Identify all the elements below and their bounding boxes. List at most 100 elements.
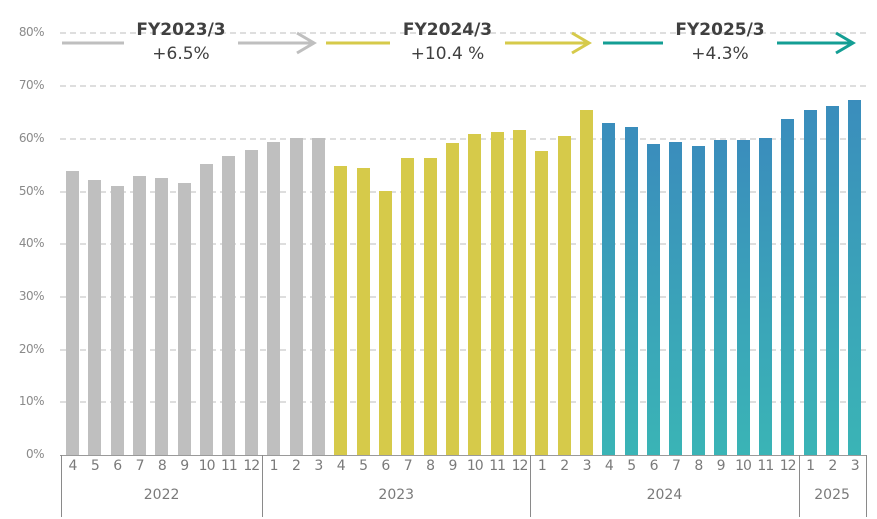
bar-2022-9: [177, 182, 191, 455]
bar-2023-7: [401, 157, 415, 455]
bar-2025-1: [803, 109, 817, 455]
fy2024-change: +10.4 %: [410, 44, 485, 64]
month-label: 6: [113, 458, 122, 474]
y-tick-label: 60%: [18, 130, 45, 145]
month-label: 12: [243, 458, 260, 474]
bar-2025-2: [825, 106, 839, 455]
year-separator: [262, 455, 264, 517]
month-label: 9: [448, 458, 457, 474]
fy2024-label: FY2024/3: [402, 20, 493, 40]
month-label: 7: [135, 458, 145, 474]
bar-2024-3: [580, 109, 594, 455]
bar-2024-7: [669, 141, 683, 455]
bar-2022-8: [155, 178, 169, 455]
fy-arrows: [62, 31, 856, 55]
bar-2024-8: [691, 146, 705, 455]
y-tick-label: 20%: [18, 341, 45, 356]
month-label: 6: [381, 458, 390, 474]
bar-2023-2: [289, 137, 303, 455]
bar-2022-4: [66, 171, 79, 455]
month-label: 11: [757, 458, 774, 474]
bar-2023-9: [445, 143, 459, 455]
fy2025-arrow-icon: [603, 31, 856, 55]
bar-2023-12: [513, 129, 526, 455]
month-label: 12: [511, 458, 529, 474]
fy2025-label: FY2025/3: [675, 20, 765, 40]
month-label: 5: [90, 458, 100, 474]
bar-2024-10: [736, 139, 750, 455]
fy2023-change: +6.5%: [152, 44, 210, 64]
bar-2023-3: [311, 137, 325, 455]
month-label: 6: [649, 458, 659, 474]
gridline: [60, 85, 866, 88]
bar-2022-7: [133, 176, 147, 455]
month-label: 10: [466, 458, 484, 474]
bar-2023-8: [423, 157, 437, 455]
gridline: [60, 401, 866, 404]
month-label: 9: [716, 458, 726, 474]
month-label: 10: [735, 458, 752, 474]
y-tick-label: 80%: [18, 25, 45, 40]
month-label: 1: [269, 458, 279, 474]
gridline: [60, 295, 866, 298]
month-label: 12: [779, 458, 797, 474]
bar-2024-12: [781, 118, 795, 455]
y-tick-label: 0%: [25, 447, 45, 461]
gridline: [60, 32, 866, 35]
month-label: 8: [694, 458, 703, 474]
month-label: 11: [221, 458, 238, 474]
bar-2022-12: [244, 150, 258, 455]
bar-2023-1: [267, 142, 281, 455]
fy2025-change: +4.3%: [691, 44, 749, 64]
bar-2022-10: [200, 163, 214, 455]
x-axis-line: [60, 455, 866, 456]
y-tick-label: 40%: [18, 236, 45, 251]
bar-2024-6: [647, 144, 661, 455]
month-label: 7: [403, 458, 413, 474]
year-separator: [798, 455, 800, 517]
bar-2024-2: [557, 136, 571, 455]
bar-2022-5: [88, 180, 102, 455]
year-separator: [61, 455, 62, 517]
y-tick-label: 10%: [18, 394, 45, 409]
month-label: 1: [806, 458, 815, 474]
bar-2024-1: [535, 150, 549, 455]
bar-2025-3: [848, 99, 862, 455]
year-label-2022: 2022: [143, 487, 180, 503]
gridline: [60, 137, 866, 140]
bar-2024-11: [758, 137, 772, 455]
fy2023-annotation: FY2023/3 +6.5%: [124, 18, 238, 66]
gridline: [60, 348, 866, 351]
bar-2024-4: [602, 122, 616, 455]
bar-2023-10: [468, 134, 482, 455]
bar-2024-9: [714, 139, 728, 455]
fy2024-arrow-icon: [326, 31, 592, 55]
year-separator: [530, 455, 532, 517]
bar-2022-11: [222, 156, 236, 455]
month-label: 11: [489, 458, 506, 474]
month-label: 5: [627, 458, 636, 474]
month-label: 3: [314, 458, 323, 474]
fy2023-label: FY2023/3: [136, 20, 226, 40]
month-label: 4: [68, 458, 78, 474]
year-separator: [865, 455, 867, 517]
bar-2023-6: [378, 190, 392, 455]
y-tick-label: 70%: [18, 78, 45, 93]
month-label: 1: [537, 458, 547, 474]
month-label: 2: [560, 458, 569, 474]
bar-2023-5: [356, 167, 370, 455]
fy2023-arrow-icon: [62, 31, 317, 55]
year-label-2023: 2023: [378, 487, 415, 503]
fy2024-annotation: FY2024/3 +10.4 %: [390, 18, 505, 66]
bar-2023-11: [490, 131, 504, 455]
bar-2024-5: [624, 127, 638, 455]
year-label-2024: 2024: [646, 487, 683, 503]
y-tick-label: 30%: [18, 288, 45, 303]
month-label: 5: [359, 458, 368, 474]
month-label: 8: [157, 458, 167, 474]
gridline: [60, 243, 866, 246]
month-label: 9: [180, 458, 189, 474]
gridline: [60, 190, 866, 193]
bar-2023-4: [334, 165, 348, 455]
